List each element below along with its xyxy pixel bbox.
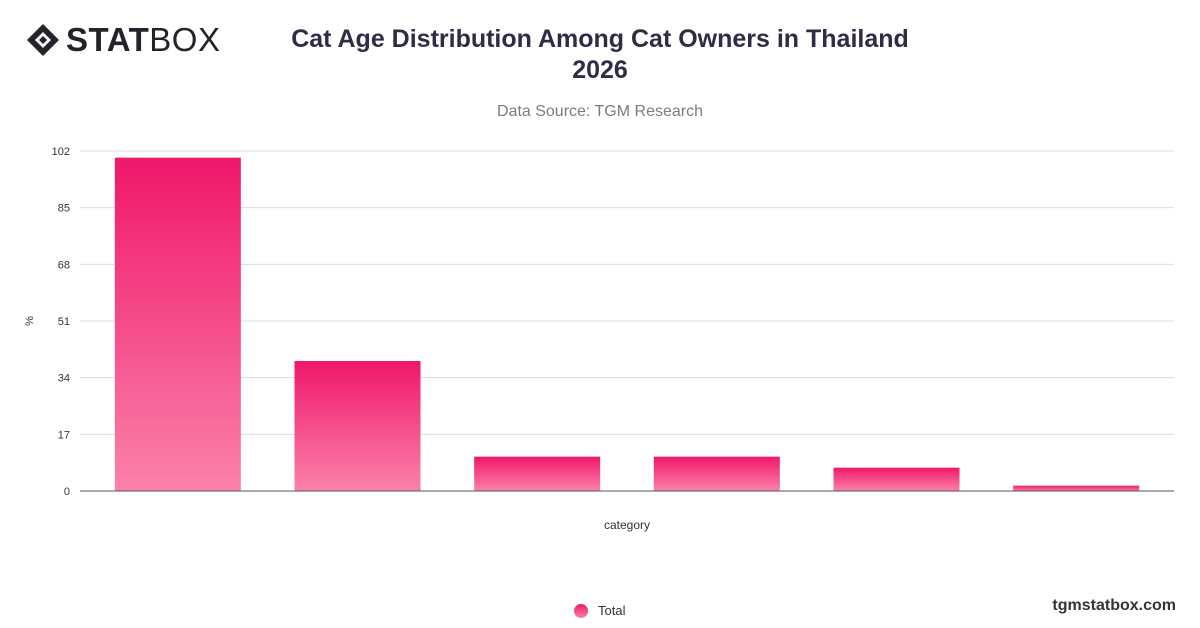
bars: [114, 157, 1140, 491]
diamond-logo-icon: [27, 24, 59, 56]
chart-header: Cat Age Distribution Among Cat Owners in…: [240, 24, 960, 121]
chart-title-line-2: 2026: [572, 56, 628, 84]
chart-legend[interactable]: Total: [574, 603, 625, 618]
x-axis-label: category: [604, 518, 650, 532]
y-tick-label: 102: [52, 146, 70, 158]
bar-3[interactable]: [474, 456, 601, 491]
legend-label-total: Total: [598, 603, 626, 618]
bar-1[interactable]: [114, 157, 241, 491]
y-tick-label: 51: [58, 316, 70, 328]
y-tick-label: 68: [58, 259, 70, 271]
bar-6[interactable]: [1013, 485, 1140, 491]
bar-4[interactable]: [653, 456, 780, 491]
chart-title-line-1: Cat Age Distribution Among Cat Owners in…: [291, 25, 909, 53]
y-tick-label: 17: [58, 429, 70, 441]
y-axis-ticks: 0 17 34 51 68 85 102: [52, 146, 70, 498]
legend-marker-total: [574, 603, 588, 618]
y-tick-label: 34: [58, 373, 70, 385]
site-url: tgmstatbox.com: [1052, 597, 1176, 614]
chart-title: Cat Age Distribution Among Cat Owners in…: [240, 24, 960, 86]
gridlines: [80, 150, 1174, 435]
bar-2[interactable]: [294, 361, 421, 491]
logo-box-text: BOX: [149, 21, 221, 58]
y-tick-label: 85: [58, 203, 70, 215]
bar-5[interactable]: [833, 467, 960, 491]
statbox-logo: STATBOX: [26, 22, 220, 58]
logo-stat-text: STAT: [66, 21, 150, 58]
logo-wordmark: STATBOX: [66, 22, 220, 58]
y-tick-label: 0: [64, 486, 70, 498]
y-axis-label: %: [24, 316, 36, 326]
chart-subtitle: Data Source: TGM Research: [496, 103, 703, 120]
